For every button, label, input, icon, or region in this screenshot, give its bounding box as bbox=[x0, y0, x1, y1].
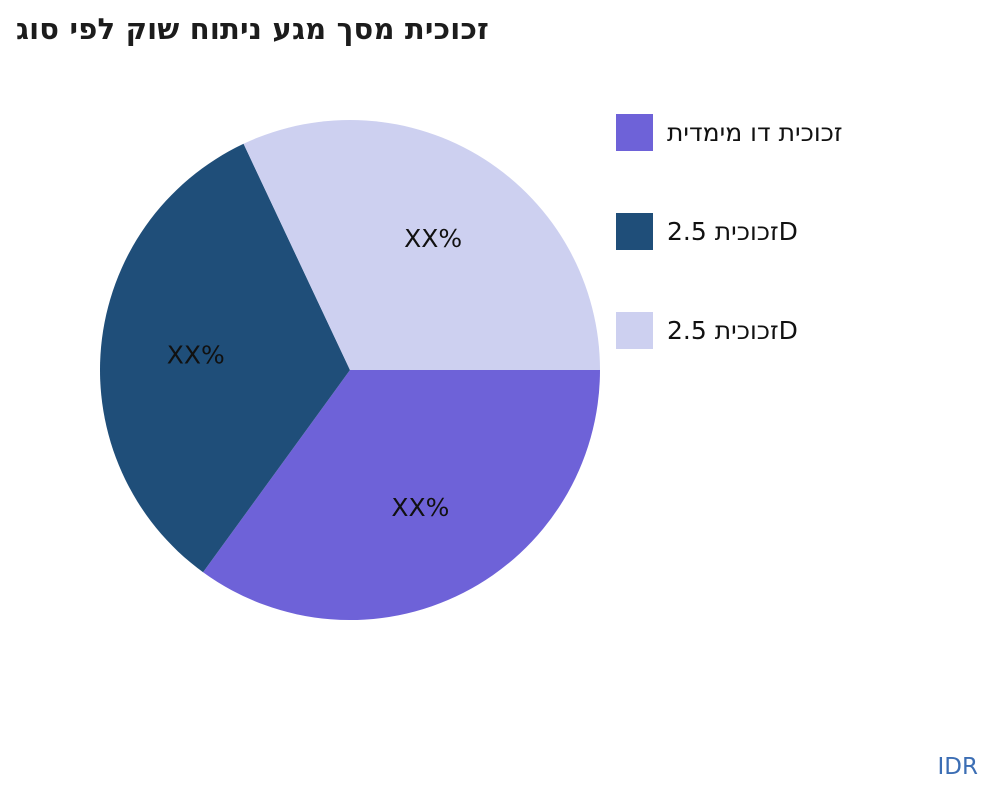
legend-label: זכוכית 2.5D bbox=[667, 217, 798, 246]
legend-item: זכוכית 2.5D bbox=[616, 312, 843, 349]
legend-label: זכוכית דו מימדית bbox=[667, 118, 843, 147]
slice-label: XX% bbox=[391, 493, 449, 522]
legend-swatch bbox=[616, 114, 653, 151]
slice-label: XX% bbox=[404, 224, 462, 253]
chart-title: זכוכית מסך מגע ניתוח שוק לפי סוג bbox=[16, 12, 489, 46]
pie-slice bbox=[100, 143, 350, 573]
legend-item: זכוכית 2.5D bbox=[616, 213, 843, 250]
pie-slice bbox=[243, 119, 600, 370]
slice-label: XX% bbox=[167, 340, 225, 369]
legend-item: זכוכית דו מימדית bbox=[616, 114, 843, 151]
legend-swatch bbox=[616, 312, 653, 349]
legend-swatch bbox=[616, 213, 653, 250]
watermark-idr: IDR bbox=[937, 754, 978, 780]
pie-slice bbox=[203, 370, 601, 620]
legend-label: זכוכית 2.5D bbox=[667, 316, 798, 345]
legend: זכוכית דו מימדית זכוכית 2.5D זכוכית 2.5D bbox=[616, 114, 843, 349]
